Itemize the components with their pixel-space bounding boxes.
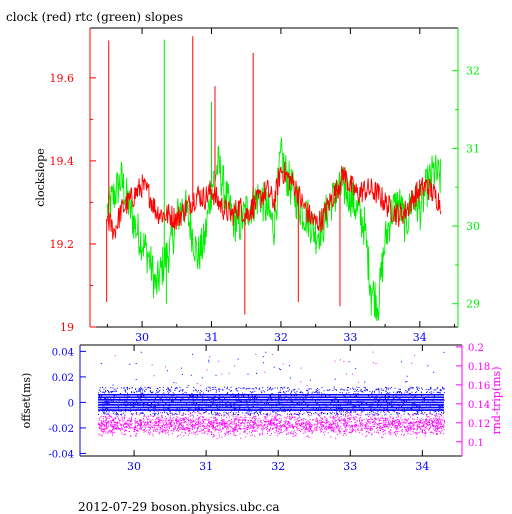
- clock-series-line: [106, 161, 442, 240]
- bottom-x-tick-label: 30: [127, 460, 141, 473]
- bottom-left-tick-label: -0.04: [48, 449, 74, 460]
- chart-title: clock (red) rtc (green) slopes: [6, 10, 184, 24]
- bottom-left-tick-label: -0.02: [48, 424, 74, 435]
- top-right-tick-label: 29: [466, 298, 480, 311]
- top-y-label: clockslope: [34, 148, 47, 206]
- top-x-tick-label: 34: [413, 331, 427, 344]
- bottom-left-tick-label: 0: [68, 398, 74, 409]
- top-right-tick-label: 31: [466, 142, 480, 155]
- bottom-left-tick-label: 0.04: [52, 347, 74, 358]
- offset-points: [98, 351, 445, 416]
- top-x-tick-label: 33: [343, 331, 357, 344]
- rndtrip-points: [98, 351, 445, 440]
- top-right-tick-label: 32: [466, 65, 480, 78]
- bottom-right-tick-label: 0.2: [468, 343, 484, 354]
- rtc-series-line: [106, 137, 442, 321]
- top-x-tick-label: 30: [135, 331, 149, 344]
- bottom-left-tick-label: 0.02: [52, 373, 74, 384]
- top-left-tick-label: 19: [60, 321, 74, 334]
- top-left-tick-label: 19.6: [50, 72, 75, 85]
- bottom-right-tick-label: 0.16: [468, 381, 490, 392]
- top-left-tick-label: 19.2: [50, 238, 75, 251]
- bottom-right-tick-label: 0.14: [468, 400, 490, 411]
- bottom-right-tick-label: 0.12: [468, 419, 490, 430]
- rndtrip-series: [98, 351, 445, 440]
- bottom-y-right-label: rnd-trip(ms): [490, 367, 503, 435]
- bottom-x-tick-label: 33: [343, 460, 357, 473]
- bottom-right-tick-label: 0.1: [468, 438, 484, 449]
- footer-caption: 2012-07-29 boson.physics.ubc.ca: [78, 500, 280, 514]
- bottom-x-tick-label: 31: [199, 460, 213, 473]
- top-x-tick-label: 31: [205, 331, 219, 344]
- bottom-x-tick-label: 32: [271, 460, 285, 473]
- bottom-y-left-label: offset(ms): [20, 373, 33, 429]
- top-x-tick-label: 32: [274, 331, 288, 344]
- top-right-tick-label: 30: [466, 220, 480, 233]
- bottom-x-tick-label: 34: [415, 460, 429, 473]
- top-left-tick-label: 19.4: [50, 155, 75, 168]
- offset-series: [98, 351, 445, 416]
- bottom-right-tick-label: 0.18: [468, 362, 490, 373]
